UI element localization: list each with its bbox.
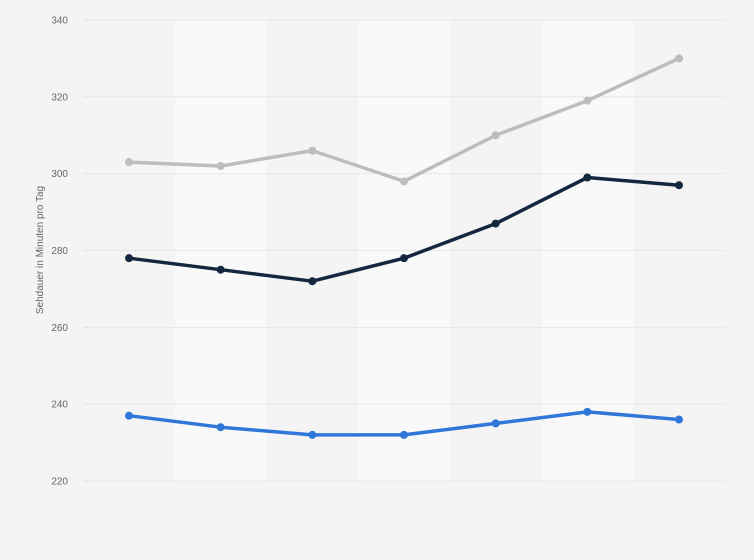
series-3 bbox=[125, 407, 683, 439]
series-2 bbox=[125, 173, 683, 286]
data-point[interactable] bbox=[125, 411, 133, 420]
data-point[interactable] bbox=[125, 254, 133, 263]
data-point[interactable] bbox=[216, 161, 225, 170]
data-point[interactable] bbox=[675, 181, 683, 190]
series-lines bbox=[125, 54, 683, 439]
data-point[interactable] bbox=[308, 277, 317, 286]
y-tick-label: 220 bbox=[51, 477, 68, 488]
data-point[interactable] bbox=[400, 254, 408, 263]
data-point[interactable] bbox=[583, 173, 592, 182]
column-band bbox=[174, 20, 267, 481]
data-point[interactable] bbox=[216, 265, 225, 274]
data-point[interactable] bbox=[125, 158, 133, 167]
y-tick-label: 280 bbox=[51, 246, 68, 257]
data-point[interactable] bbox=[583, 96, 592, 105]
data-point[interactable] bbox=[308, 146, 317, 155]
y-tick-label: 240 bbox=[51, 400, 68, 411]
data-point[interactable] bbox=[583, 407, 592, 416]
series-1 bbox=[125, 54, 683, 186]
data-point[interactable] bbox=[491, 131, 500, 140]
gridlines bbox=[83, 19, 724, 482]
y-axis-ticks: 220 240 260 280 300 320 340 bbox=[51, 16, 68, 488]
data-point[interactable] bbox=[308, 430, 317, 439]
data-point[interactable] bbox=[491, 219, 500, 228]
data-point[interactable] bbox=[675, 415, 683, 424]
y-tick-label: 300 bbox=[51, 169, 68, 180]
y-tick-label: 320 bbox=[51, 92, 68, 103]
data-point[interactable] bbox=[216, 423, 225, 432]
y-tick-label: 260 bbox=[51, 323, 68, 334]
y-tick-label: 340 bbox=[51, 16, 68, 27]
y-axis-title: Sehdauer in Minuten pro Tag bbox=[35, 186, 46, 314]
data-point[interactable] bbox=[400, 177, 408, 186]
data-point[interactable] bbox=[400, 430, 408, 439]
data-point[interactable] bbox=[491, 419, 500, 428]
data-point[interactable] bbox=[675, 54, 683, 63]
